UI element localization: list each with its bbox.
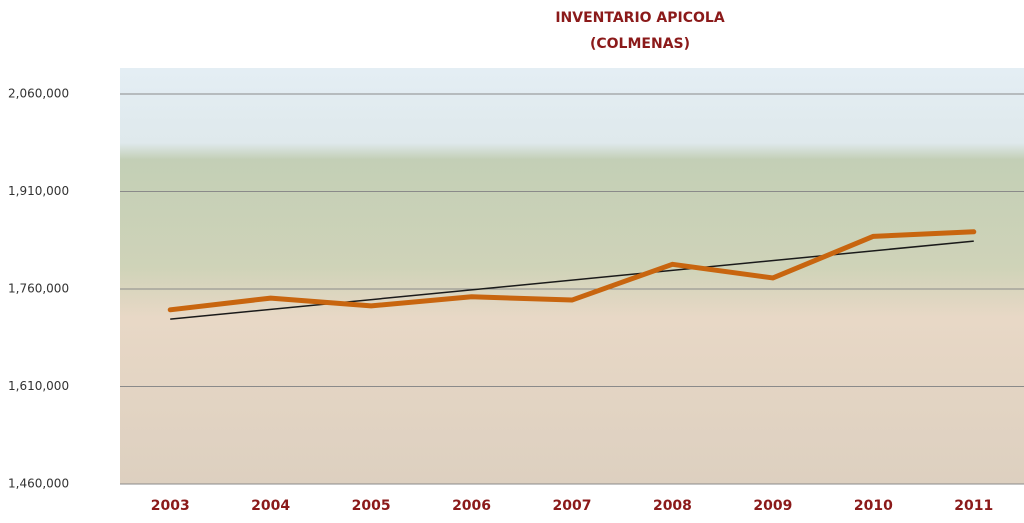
y-tick-label: 1,610,000: [8, 379, 69, 393]
chart: INVENTARIO APICOLA (COLMENAS) 1,460,000 1…: [0, 0, 1024, 519]
x-tick-label: 2011: [954, 498, 993, 514]
x-tick-label: 2006: [452, 498, 491, 514]
plot-background: [120, 68, 1024, 484]
x-tick-label: 2009: [753, 498, 792, 514]
y-tick-label: 1,760,000: [8, 282, 69, 296]
y-tick-label: 1,460,000: [8, 477, 69, 491]
chart-subtitle: (COLMENAS): [590, 36, 690, 52]
x-tick-label: 2008: [653, 498, 692, 514]
x-tick-label: 2010: [854, 498, 893, 514]
x-tick-label: 2004: [251, 498, 290, 514]
y-tick-label: 1,910,000: [8, 184, 69, 198]
y-tick-label: 2,060,000: [8, 87, 69, 101]
x-tick-label: 2003: [151, 498, 190, 514]
chart-title: INVENTARIO APICOLA: [555, 10, 725, 26]
x-tick-label: 2005: [352, 498, 391, 514]
x-tick-label: 2007: [553, 498, 592, 514]
